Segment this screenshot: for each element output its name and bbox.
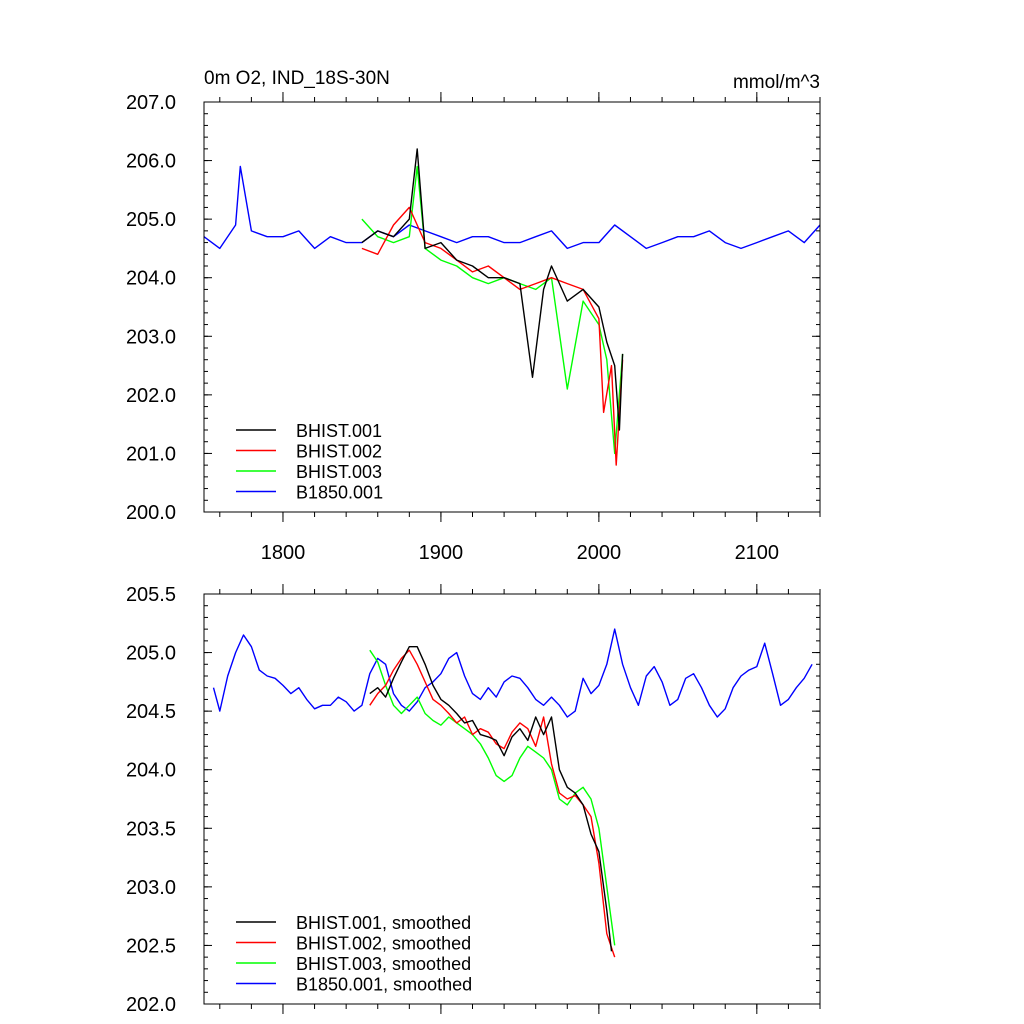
y-tick-label: 205.0: [126, 209, 176, 231]
bottom-panel-axes: 202.0 202.5 203.0 203.5 204.0 204.5 205.0 205.5: [126, 584, 821, 1016]
chart-units: mmol/m^3: [733, 72, 820, 93]
series-line-1: [361, 206, 624, 466]
y-tick-label: 203.0: [126, 326, 176, 348]
x-tick-label: 1900: [419, 542, 464, 564]
y-tick-label: 204.0: [126, 268, 176, 290]
series-line-3: [203, 165, 821, 250]
x-tick-label: 2100: [735, 542, 780, 564]
legend-label: BHIST.001, smoothed: [296, 913, 471, 933]
y-tick-label: 204.5: [126, 701, 176, 723]
chart-title: 0m O2, IND_18S-30N: [204, 68, 390, 89]
top-panel-series: [203, 148, 821, 466]
legend-label: BHIST.002, smoothed: [296, 934, 471, 954]
top-panel-axes: 200.0 201.0 202.0 203.0 204.0 205.0 206.0 207.0…: [126, 92, 821, 564]
bottom-panel: 202.0 202.5 203.0 203.5 204.0 204.5 205.0 205.5…: [126, 584, 821, 1016]
bottom-panel-series: [212, 628, 813, 958]
x-tick-label: 1800: [261, 542, 306, 564]
y-tick-label: 200.0: [126, 502, 176, 524]
y-tick-label: 202.0: [126, 385, 176, 407]
y-tick-label: 202.0: [126, 994, 176, 1016]
y-tick-label: 206.0: [126, 151, 176, 173]
series-line-2: [369, 649, 616, 946]
y-tick-label: 205.5: [126, 584, 176, 606]
legend-label: BHIST.001: [296, 421, 382, 441]
legend-label: BHIST.003, smoothed: [296, 954, 471, 974]
y-tick-label: 202.5: [126, 935, 176, 957]
y-tick-label: 201.0: [126, 443, 176, 465]
y-tick-label: 203.5: [126, 818, 176, 840]
series-line-3: [212, 628, 813, 718]
series-line-2: [361, 165, 624, 455]
y-tick-label: 203.0: [126, 877, 176, 899]
legend-label: BHIST.002: [296, 442, 382, 462]
legend-label: B1850.001, smoothed: [296, 975, 472, 995]
series-line-1: [369, 649, 616, 958]
x-tick-label: 2000: [577, 542, 622, 564]
y-tick-label: 205.0: [126, 643, 176, 665]
series-line-0: [369, 646, 613, 952]
legend-label: BHIST.003: [296, 462, 382, 482]
legend-label: B1850.001: [296, 483, 383, 503]
bottom-plot-frame: [203, 593, 821, 1005]
series-line-0: [361, 148, 624, 431]
y-tick-label: 204.0: [126, 760, 176, 782]
top-panel: 0m O2, IND_18S-30N mmol/m^3 200.0201.020…: [126, 68, 821, 564]
y-tick-label: 207.0: [126, 92, 176, 114]
top-plot-frame: [203, 101, 821, 513]
